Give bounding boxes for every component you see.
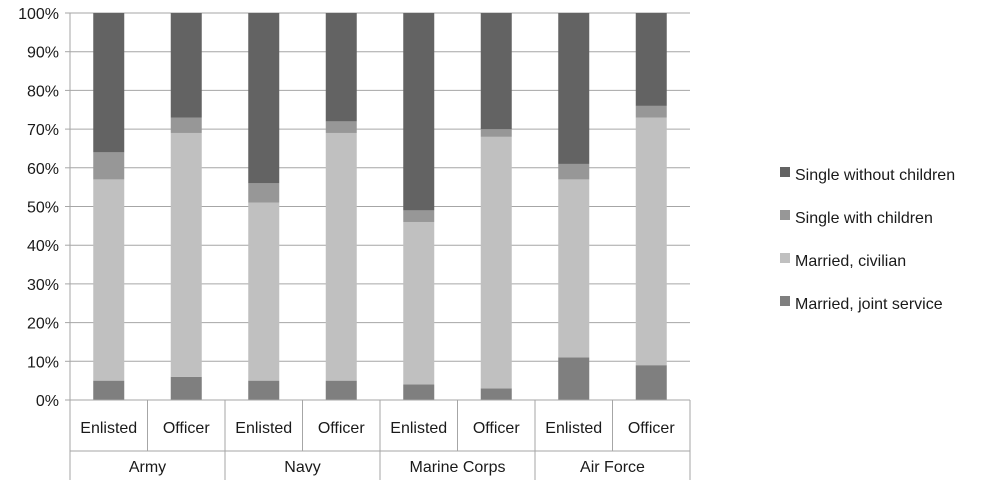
x-category-label: Officer xyxy=(473,420,521,437)
bar-segment xyxy=(170,376,202,400)
bars xyxy=(93,13,667,400)
bar-segment xyxy=(635,117,667,366)
x-group-label: Marine Corps xyxy=(409,459,505,476)
bar-segment xyxy=(170,13,202,118)
x-category-label: Officer xyxy=(318,420,366,437)
x-group-label: Air Force xyxy=(580,459,645,476)
legend-label: Single with children xyxy=(795,210,933,227)
y-tick-label: 40% xyxy=(27,238,59,255)
x-group-label: Army xyxy=(129,459,166,476)
bar-segment xyxy=(170,132,202,377)
y-tick-label: 20% xyxy=(27,316,59,333)
bar-segment xyxy=(248,380,280,400)
x-group-label: Navy xyxy=(284,459,320,476)
x-category-label: Officer xyxy=(628,420,676,437)
bar-segment xyxy=(403,384,435,400)
y-tick-label: 70% xyxy=(27,122,59,139)
legend: Single without children Single with child… xyxy=(780,167,955,313)
bar-segment xyxy=(403,221,435,385)
bar-segment xyxy=(170,117,202,133)
y-tick-labels: 0% 10% 20% 30% 40% 50% 60% 70% 80% 90% 100% xyxy=(18,6,59,410)
legend-swatch xyxy=(780,210,790,220)
bar-segment xyxy=(635,365,667,400)
x-category-label: Enlisted xyxy=(80,420,137,437)
bar-segment xyxy=(558,357,590,400)
bar-segment xyxy=(325,121,357,133)
bar-segment xyxy=(248,13,280,184)
bar-segment xyxy=(325,132,357,381)
legend-swatch xyxy=(780,253,790,263)
y-tick-label: 80% xyxy=(27,83,59,100)
x-category-labels: Enlisted Officer Enlisted Officer Enlisted Of… xyxy=(80,420,675,476)
bar-segment xyxy=(325,13,357,122)
bar-segment xyxy=(93,380,125,400)
bar-segment xyxy=(403,210,435,222)
legend-label: Married, joint service xyxy=(795,296,943,313)
gridlines xyxy=(65,12,690,401)
legend-label: Single without children xyxy=(795,167,955,184)
bar-segment xyxy=(93,179,125,381)
y-tick-label: 0% xyxy=(36,393,59,410)
y-tick-label: 90% xyxy=(27,45,59,62)
bar-segment xyxy=(558,13,590,164)
bar-segment xyxy=(558,163,590,180)
legend-swatch xyxy=(780,296,790,306)
y-tick-label: 30% xyxy=(27,277,59,294)
y-tick-label: 50% xyxy=(27,200,59,217)
x-category-label: Enlisted xyxy=(390,420,447,437)
bar-segment xyxy=(480,136,512,389)
y-tick-label: 100% xyxy=(18,6,59,23)
y-tick-label: 10% xyxy=(27,354,59,371)
legend-label: Married, civilian xyxy=(795,253,906,270)
bar-segment xyxy=(558,179,590,358)
bar-segment xyxy=(248,202,280,381)
bar-segment xyxy=(480,13,512,130)
bar-segment xyxy=(480,388,512,400)
bar-segment xyxy=(480,129,512,137)
x-category-label: Enlisted xyxy=(235,420,292,437)
legend-swatch xyxy=(780,167,790,177)
bar-segment xyxy=(635,13,667,106)
bar-segment xyxy=(248,183,280,203)
bar-segment xyxy=(635,105,667,118)
x-category-label: Officer xyxy=(163,420,211,437)
axes xyxy=(69,13,691,480)
bar-segment xyxy=(93,152,125,180)
x-category-label: Enlisted xyxy=(545,420,602,437)
bar-segment xyxy=(403,13,435,211)
bar-segment xyxy=(325,380,357,400)
y-tick-label: 60% xyxy=(27,161,59,178)
bar-segment xyxy=(93,13,125,153)
